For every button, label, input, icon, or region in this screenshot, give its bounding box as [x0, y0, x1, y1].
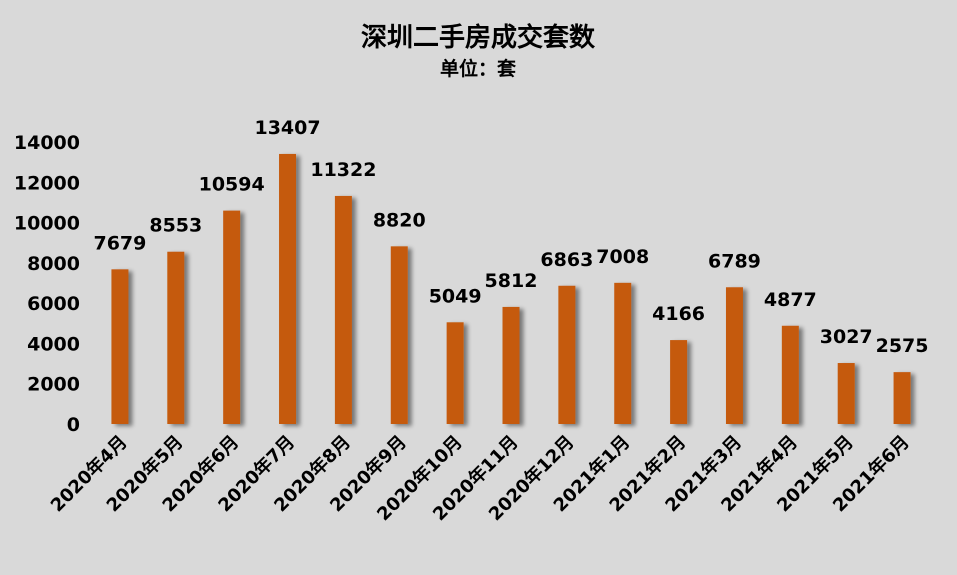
data-label: 8553	[149, 215, 202, 237]
data-label: 4166	[652, 303, 705, 325]
data-label: 5812	[485, 270, 538, 292]
bar	[558, 285, 576, 424]
bar	[167, 251, 185, 424]
bar	[893, 372, 911, 424]
y-axis: 0 2000 4000 6000 8000 10000 12000 14000	[14, 132, 80, 436]
bar	[223, 210, 241, 424]
y-tick-label: 0	[67, 414, 80, 436]
data-label: 7679	[93, 232, 146, 254]
bar	[670, 340, 688, 424]
bar-series	[111, 153, 911, 425]
y-tick-label: 14000	[14, 132, 80, 154]
data-label: 8820	[373, 209, 426, 231]
data-label: 10594	[199, 174, 265, 196]
data-label: 3027	[820, 326, 873, 348]
bar	[111, 269, 129, 424]
data-label: 6863	[540, 249, 593, 271]
bar	[334, 195, 352, 424]
x-axis: 2020年4月2020年5月2020年6月2020年7月2020年8月2020年…	[46, 431, 913, 525]
y-tick-label: 2000	[27, 374, 80, 396]
bar	[781, 325, 799, 424]
data-label: 11322	[310, 159, 376, 181]
bar	[837, 363, 855, 424]
bar	[614, 282, 632, 424]
bar	[502, 306, 520, 424]
bar	[446, 322, 464, 424]
y-tick-label: 8000	[27, 253, 80, 275]
data-label: 13407	[254, 117, 320, 139]
chart-subtitle: 单位：套	[440, 57, 517, 80]
bar	[725, 287, 743, 424]
bar	[390, 246, 408, 424]
data-label: 2575	[876, 335, 929, 357]
data-label: 5049	[429, 285, 482, 307]
data-label: 4877	[764, 289, 817, 311]
y-tick-label: 4000	[27, 333, 80, 355]
data-label: 7008	[596, 246, 649, 268]
data-label: 6789	[708, 250, 761, 272]
chart-title: 深圳二手房成交套数	[361, 22, 596, 53]
y-tick-label: 10000	[14, 213, 80, 235]
y-tick-label: 12000	[14, 172, 80, 194]
y-tick-label: 6000	[27, 293, 80, 315]
bar	[279, 153, 297, 425]
